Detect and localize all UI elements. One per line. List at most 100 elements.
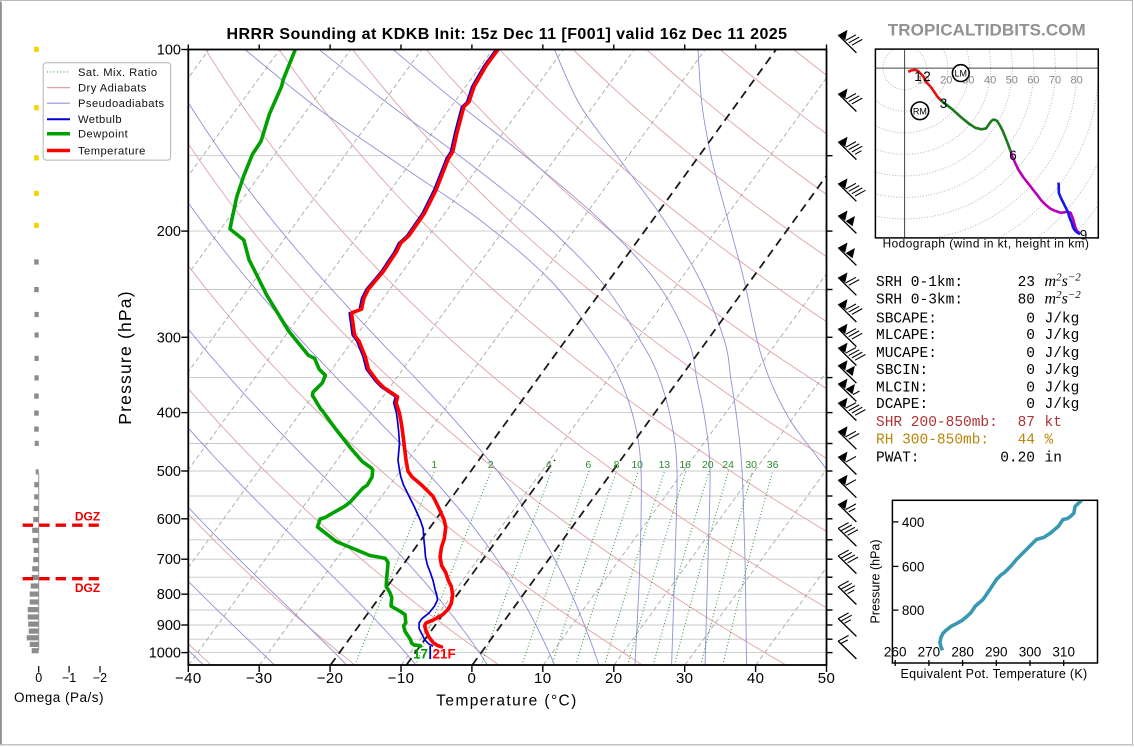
svg-text:13: 13 [658,459,670,471]
svg-text:−10: −10 [388,670,415,687]
svg-text:Pressure (hPa): Pressure (hPa) [869,539,883,623]
svg-text:SBCAPE:: SBCAPE: [876,311,937,327]
svg-text:Dewpoint: Dewpoint [78,129,129,141]
svg-text:J/kg: J/kg [1045,397,1080,413]
svg-text:RM: RM [913,106,927,116]
svg-text:LM: LM [955,69,968,79]
svg-text:600: 600 [902,559,925,574]
svg-text:44: 44 [1018,433,1035,449]
svg-text:1: 1 [914,69,922,84]
svg-text:0: 0 [1026,311,1035,327]
svg-text:16: 16 [679,459,691,471]
svg-text:Equivalent Pot. Temperature (K: Equivalent Pot. Temperature (K) [901,667,1088,681]
svg-text:200: 200 [157,224,181,240]
svg-text:Temperature (°C): Temperature (°C) [436,693,577,710]
svg-text:Wetbulb: Wetbulb [78,114,122,126]
svg-text:310: 310 [1052,645,1075,660]
svg-text:8: 8 [614,459,620,471]
svg-text:9: 9 [1080,228,1088,243]
svg-text:80: 80 [1070,75,1082,87]
svg-text:Dry Adiabats: Dry Adiabats [78,83,147,95]
svg-text:MUCAPE:: MUCAPE: [876,346,937,362]
svg-text:30: 30 [676,670,694,687]
svg-text:80: 80 [1018,293,1035,309]
svg-text:2: 2 [923,69,931,84]
svg-text:0: 0 [35,671,42,685]
svg-text:Temperature: Temperature [78,146,146,158]
svg-text:−1: −1 [62,671,76,685]
svg-text:1: 1 [431,459,437,471]
svg-text:40: 40 [984,75,996,87]
svg-text:0: 0 [1026,380,1035,396]
svg-text:SBCIN:: SBCIN: [876,363,928,379]
svg-text:DCAPE:: DCAPE: [876,397,928,413]
svg-text:30: 30 [745,459,757,471]
svg-text:J/kg: J/kg [1045,363,1080,379]
svg-text:700: 700 [157,552,181,568]
svg-text:4: 4 [546,459,552,471]
svg-text:100: 100 [157,43,181,59]
svg-text:10: 10 [534,670,552,687]
svg-text:0: 0 [1026,363,1035,379]
svg-text:900: 900 [157,618,181,634]
svg-text:in: in [1045,450,1062,466]
svg-text:SHR 200-850mb:: SHR 200-850mb: [876,415,998,431]
svg-text:0: 0 [468,670,477,687]
svg-text:270: 270 [918,645,941,660]
svg-text:−40: −40 [175,670,202,687]
svg-text:MLCAPE:: MLCAPE: [876,328,937,344]
svg-text:SRH 0-1km:: SRH 0-1km: [876,275,963,291]
svg-text:Pseudoadiabats: Pseudoadiabats [78,98,165,110]
svg-text:Hodograph (wind in kt, height: Hodograph (wind in kt, height in km) [883,237,1090,251]
svg-text:%: % [1045,433,1054,449]
svg-text:40: 40 [747,670,765,687]
svg-text:24: 24 [722,459,734,471]
svg-text:300: 300 [1019,645,1042,660]
svg-text:50: 50 [1006,75,1018,87]
svg-text:J/kg: J/kg [1045,346,1080,362]
svg-text:−30: −30 [246,670,273,687]
svg-text:600: 600 [157,512,181,528]
svg-text:TROPICALTIDBITS.COM: TROPICALTIDBITS.COM [888,21,1086,40]
svg-text:23: 23 [1018,275,1035,291]
svg-text:J/kg: J/kg [1045,311,1080,327]
svg-text:17: 17 [413,647,428,662]
svg-text:20: 20 [702,459,714,471]
svg-text:400: 400 [902,515,925,530]
svg-text:800: 800 [157,587,181,603]
svg-text:400: 400 [157,406,181,422]
svg-text:MLCIN:: MLCIN: [876,380,928,396]
svg-text:36: 36 [767,459,779,471]
svg-text:0: 0 [1026,346,1035,362]
svg-text:0.20: 0.20 [1000,450,1035,466]
svg-text:20: 20 [940,75,952,87]
svg-text:70: 70 [1049,75,1061,87]
svg-text:10: 10 [631,459,643,471]
svg-text:60: 60 [1027,75,1039,87]
svg-text:kt: kt [1045,415,1062,431]
svg-text:3: 3 [940,96,948,111]
svg-text:800: 800 [902,603,925,618]
svg-text:300: 300 [157,330,181,346]
svg-text:J/kg: J/kg [1045,328,1080,344]
svg-text:DGZ: DGZ [75,509,100,523]
svg-text:6: 6 [585,459,591,471]
svg-text:−20: −20 [317,670,344,687]
svg-text:J/kg: J/kg [1045,380,1080,396]
svg-text:−2: −2 [93,671,107,685]
svg-text:260: 260 [884,645,907,660]
svg-text:Omega (Pa/s): Omega (Pa/s) [14,690,104,705]
svg-text:Sat. Mix. Ratio: Sat. Mix. Ratio [78,67,158,79]
svg-text:50: 50 [818,670,836,687]
svg-text:1000: 1000 [149,646,181,662]
svg-text:DGZ: DGZ [75,581,100,595]
svg-text:6: 6 [1009,148,1017,163]
svg-text:20: 20 [605,670,623,687]
svg-text:HRRR Sounding at KDKB Init: 15: HRRR Sounding at KDKB Init: 15z Dec 11 [… [227,26,788,43]
svg-text:21F: 21F [433,647,456,662]
svg-text:280: 280 [951,645,974,660]
svg-text:Pressure (hPa): Pressure (hPa) [115,290,135,424]
svg-text:0: 0 [1026,397,1035,413]
svg-text:87: 87 [1018,415,1035,431]
svg-text:0: 0 [1026,328,1035,344]
